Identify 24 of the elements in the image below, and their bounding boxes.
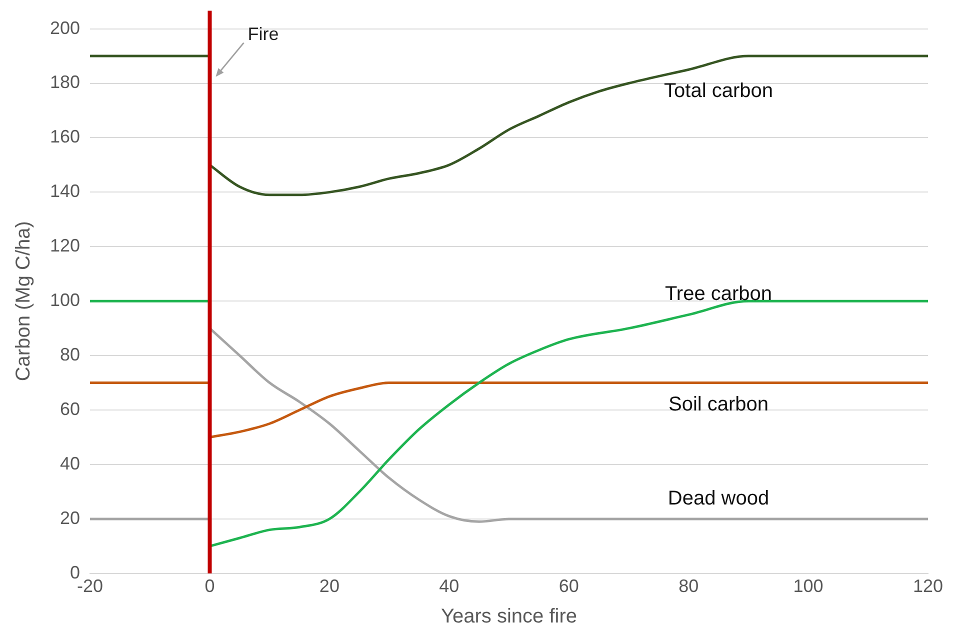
y-tick-label: 160 <box>50 126 80 147</box>
series-label: Dead wood <box>668 487 770 510</box>
y-tick-label: 40 <box>60 453 80 474</box>
y-tick-label: 80 <box>60 344 80 365</box>
x-tick-label: 100 <box>793 576 824 596</box>
ref-line-label: Fire <box>248 24 279 44</box>
y-tick-label: 60 <box>60 398 80 419</box>
y-tick-label: 100 <box>50 290 80 310</box>
x-axis-title: Years since fire <box>441 606 578 628</box>
series-label: Tree carbon <box>664 283 772 306</box>
y-tick-label: 180 <box>50 72 80 92</box>
x-tick-label: 80 <box>678 576 699 596</box>
y-tick-label: 140 <box>50 181 80 202</box>
x-tick-label: 60 <box>558 576 579 596</box>
y-tick-label: 120 <box>50 236 80 256</box>
x-tick-label: 20 <box>319 576 340 596</box>
x-tick-label: 120 <box>912 576 944 596</box>
y-tick-label: 200 <box>50 18 80 38</box>
x-tick-label: 40 <box>439 576 460 596</box>
y-tick-label: 20 <box>60 508 80 528</box>
series-label: Total carbon <box>664 80 773 102</box>
x-tick-label: 0 <box>204 576 215 596</box>
series-label: Soil carbon <box>668 393 769 416</box>
y-axis-title: Carbon (Mg C/ha) <box>12 221 35 382</box>
